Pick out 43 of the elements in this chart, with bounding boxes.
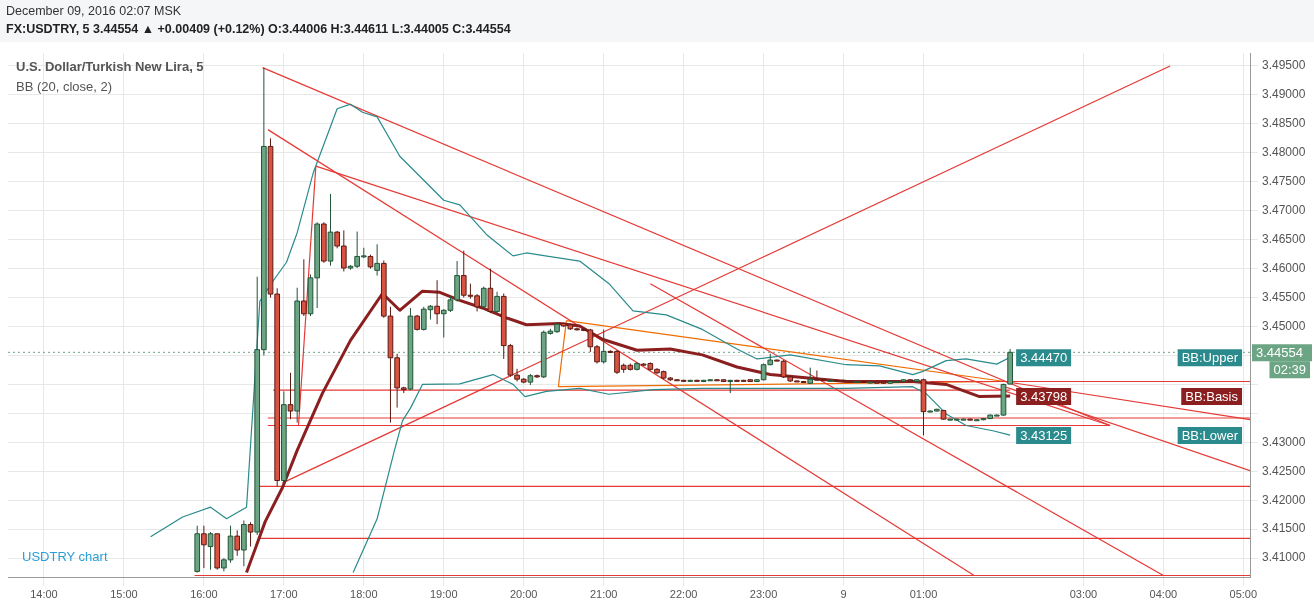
text: 02:39: [1273, 361, 1307, 377]
annotation: U.S. Dollar/Turkish New Lira, 5: [16, 58, 204, 74]
x-tick-label: 19:00: [430, 588, 458, 601]
y-tick-label: 3.49500: [1262, 58, 1306, 73]
x-tick-label: 17:00: [270, 588, 298, 601]
y-tick-label: 3.49000: [1262, 87, 1306, 102]
x-tick-label: 22:00: [669, 588, 698, 601]
y-tick-label: 3.47500: [1262, 174, 1306, 189]
y-tick-label: 3.45000: [1262, 318, 1306, 333]
text: BB:Basis: [1185, 388, 1239, 404]
x-tick-label: 03:00: [1069, 588, 1098, 601]
x-tick-label: 21:00: [589, 588, 618, 601]
chart-title: December 09, 2016 02:07 MSK: [6, 3, 183, 20]
text: BB:Lower: [1181, 427, 1239, 443]
y-tick-label: 3.41000: [1262, 550, 1306, 565]
chart-subtitle: FX:USDTRY, 5 3.44554 ▲ +0.00409 (+0.12%) O:3.44006 H:3.44611 L:3.44005 C:3.44554: [6, 21, 512, 38]
x-tick-label: 05:00: [1229, 588, 1258, 601]
x-tick-label: 14:00: [30, 588, 58, 601]
y-tick-label: 3.48500: [1262, 116, 1306, 131]
x-tick-label: 18:00: [350, 588, 378, 601]
text: BB:Upper: [1181, 349, 1239, 365]
y-tick-label: 3.45500: [1262, 289, 1306, 304]
data-label: 3.43125: [1020, 427, 1068, 443]
data-label: 3.43798: [1020, 388, 1068, 404]
x-tick-label: 01:00: [909, 588, 938, 601]
y-tick-label: 3.47000: [1262, 203, 1306, 218]
data-label: 3.44470: [1020, 349, 1068, 365]
x-tick-label: 16:00: [190, 588, 218, 601]
y-tick-label: 3.48000: [1262, 145, 1306, 160]
x-tick-label: 15:00: [110, 588, 138, 601]
ref-line-label: 3.44554: [1256, 344, 1303, 360]
y-tick-label: 3.43000: [1262, 434, 1306, 449]
y-tick-label: 3.41500: [1262, 521, 1306, 536]
y-tick-label: 3.42000: [1262, 492, 1306, 507]
y-tick-label: 3.46000: [1262, 260, 1306, 275]
x-tick-label: 04:00: [1149, 588, 1178, 601]
y-tick-label: 3.46500: [1262, 231, 1306, 246]
x-tick-label: 9: [840, 588, 847, 601]
x-tick-label: 20:00: [509, 588, 538, 601]
y-tick-label: 3.42500: [1262, 463, 1306, 478]
x-tick-label: 23:00: [749, 588, 778, 601]
annotation: USDTRY chart: [22, 549, 108, 565]
annotation: BB (20, close, 2): [16, 78, 113, 94]
